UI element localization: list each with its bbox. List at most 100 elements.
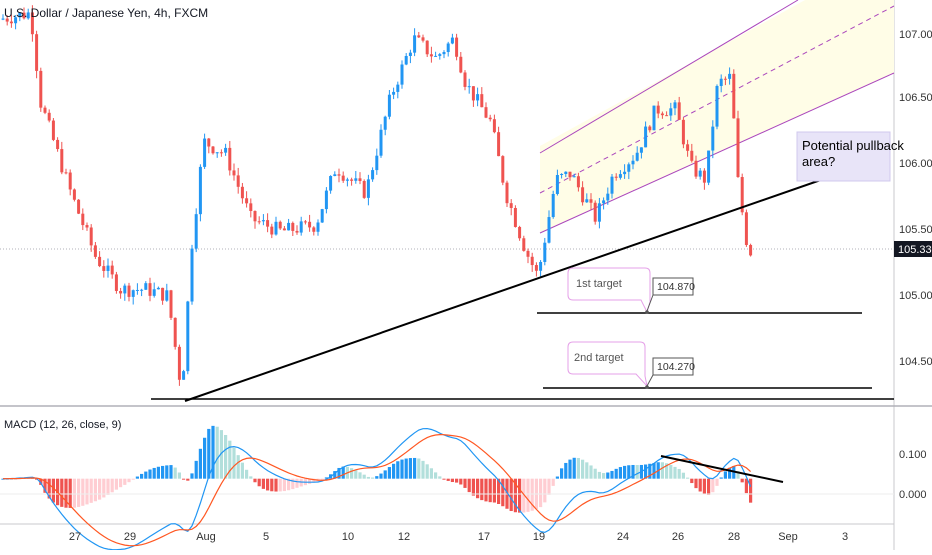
- candle-body: [602, 200, 606, 204]
- macd-histogram-bar: [127, 478, 131, 483]
- macd-histogram-bar: [308, 478, 312, 484]
- candle-body: [505, 182, 509, 204]
- candle-body: [329, 176, 333, 191]
- candle-body: [669, 108, 673, 116]
- target1-callout[interactable]: [567, 267, 651, 314]
- macd-histogram-bar: [135, 476, 139, 479]
- macd-histogram-bar: [627, 465, 631, 479]
- macd-histogram-bar: [509, 478, 513, 512]
- candle-body: [581, 187, 585, 203]
- candle-body: [564, 171, 568, 174]
- rising-trendline[interactable]: [184, 173, 839, 402]
- candle-body: [291, 222, 295, 231]
- macd-histogram-bar: [476, 478, 480, 499]
- macd-histogram-bar: [89, 478, 93, 503]
- candle-body: [43, 107, 47, 113]
- candle-body: [434, 55, 438, 57]
- candle-body: [400, 64, 404, 85]
- macd-histogram-bar: [177, 472, 181, 479]
- macd-histogram-bar: [266, 478, 270, 491]
- candle-body: [341, 175, 345, 181]
- candle-body: [1, 18, 5, 20]
- candle-body: [665, 115, 669, 117]
- macd-histogram-bar: [421, 460, 425, 479]
- macd-histogram-bar: [207, 428, 211, 479]
- pullback-callout[interactable]: [796, 131, 891, 182]
- x-tick-19: 19: [533, 531, 545, 543]
- candle-body: [635, 152, 639, 161]
- macd-histogram-bar: [77, 478, 81, 507]
- candle-body: [362, 181, 366, 198]
- macd-histogram-bar: [497, 478, 501, 504]
- macd-histogram-bar: [471, 478, 475, 496]
- macd-histogram-bar: [274, 478, 278, 492]
- candle-body: [518, 226, 522, 239]
- y-tick-106: 106.000: [899, 158, 932, 170]
- candle-body: [190, 248, 194, 302]
- candle-body: [438, 54, 442, 56]
- macd-histogram-bar: [547, 478, 551, 495]
- candle-body: [576, 176, 580, 188]
- y-tick-104-5: 104.500: [899, 356, 932, 368]
- current-price-badge: [894, 241, 932, 257]
- candle-body: [723, 78, 727, 80]
- candle-body: [236, 175, 240, 187]
- macd-histogram-bar: [68, 478, 72, 508]
- macd-histogram-bar: [295, 478, 299, 488]
- candle-body: [383, 116, 387, 130]
- macd-histogram-bar: [518, 478, 522, 513]
- macd-divergence-trendline[interactable]: [660, 455, 784, 483]
- macd-histogram-bar: [169, 465, 173, 479]
- target2-callout[interactable]: [567, 341, 648, 388]
- candle-body: [207, 138, 211, 147]
- macd-histogram-bar: [173, 467, 177, 479]
- macd-histogram-bar: [291, 478, 295, 490]
- candle-body: [719, 78, 723, 86]
- price-axis[interactable]: 107.000 106.500 106.000 105.500 105.000 …: [899, 29, 932, 368]
- macd-histogram-bar: [740, 478, 744, 483]
- macd-histogram: [1, 425, 753, 513]
- candle-body: [110, 265, 114, 275]
- candle-body: [312, 227, 316, 232]
- candle-body: [623, 171, 627, 175]
- macd-histogram-bar: [114, 478, 118, 490]
- macd-histogram-bar: [240, 462, 244, 479]
- candle-body: [526, 250, 530, 257]
- candle-body: [156, 287, 160, 290]
- candle-body: [303, 221, 307, 223]
- candle-body: [22, 12, 26, 19]
- macd-histogram-bar: [320, 478, 324, 481]
- macd-histogram-bar: [110, 478, 114, 493]
- macd-histogram-bar: [312, 478, 316, 483]
- candle-body: [728, 73, 732, 79]
- time-axis[interactable]: 27 29 Aug 5 10 12 17 19 24 26 28 Sep 3: [69, 531, 848, 543]
- candle-body: [736, 118, 740, 178]
- candle-body: [492, 119, 496, 133]
- candle-body: [211, 146, 215, 154]
- macd-histogram-bar: [261, 478, 265, 489]
- macd-histogram-bar: [98, 478, 102, 500]
- candle-body: [450, 37, 454, 44]
- target1-price-tag[interactable]: [652, 277, 694, 296]
- x-tick-10: 10: [342, 531, 354, 543]
- candle-body: [749, 244, 753, 256]
- candle-body: [681, 119, 685, 145]
- target2-price-tag[interactable]: [652, 357, 694, 376]
- macd-histogram-bar: [400, 459, 404, 479]
- candle-body: [366, 179, 370, 198]
- candle-body: [173, 317, 177, 347]
- pullback-label-line2: area?: [802, 154, 835, 169]
- macd-histogram-bar: [560, 468, 564, 479]
- macd-histogram-bar: [576, 457, 580, 479]
- candle-body: [72, 189, 76, 200]
- macd-histogram-bar: [568, 459, 572, 479]
- candle-body: [261, 220, 265, 222]
- candle-body: [270, 226, 274, 235]
- candle-body: [413, 35, 417, 53]
- macd-histogram-bar: [463, 478, 467, 488]
- candle-body: [354, 178, 358, 181]
- macd-histogram-bar: [72, 478, 76, 508]
- candle-body: [9, 21, 13, 24]
- candle-body: [606, 193, 610, 201]
